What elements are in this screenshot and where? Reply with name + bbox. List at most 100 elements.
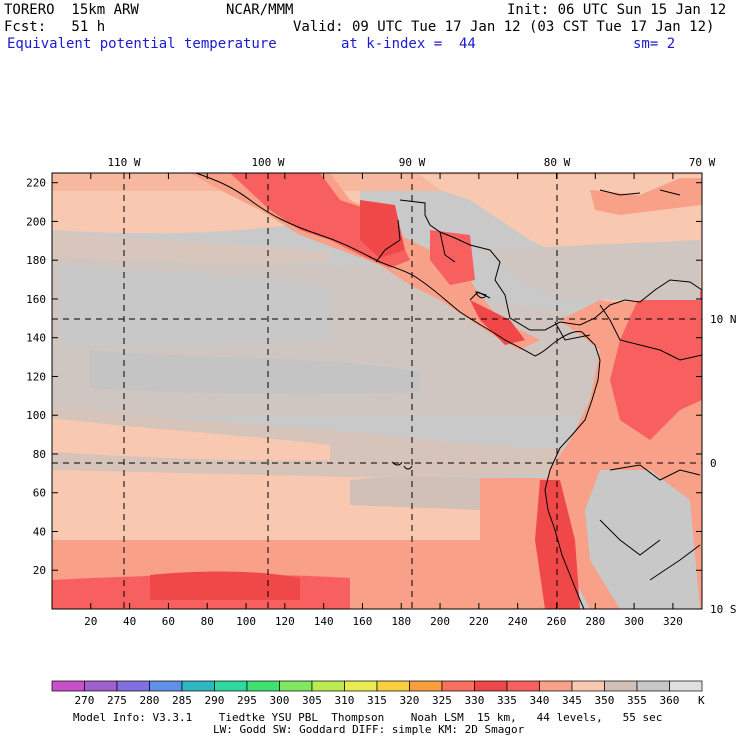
model-title: TORERO 15km ARW [4, 2, 139, 18]
colorbar-level-label: 305 [302, 694, 322, 707]
colorbar-level-label: 280 [139, 694, 160, 707]
lon-label: 90 W [399, 156, 426, 169]
colorbar-swatch [604, 680, 638, 692]
x-tick-label: 140 [314, 615, 334, 628]
colorbar-level-label: 345 [562, 694, 582, 707]
model-info: Model Info: V3.3.1 Tiedtke YSU PBL Thomp… [73, 711, 663, 724]
colorbar-swatch [279, 680, 313, 692]
colorbar-level-label: 315 [367, 694, 387, 707]
caribbean-coast-line [399, 199, 703, 331]
x-tick-label: 260 [547, 615, 567, 628]
lake-nicaragua [475, 291, 487, 299]
land-hot-spot [360, 200, 405, 258]
colorbar-level-label: 325 [432, 694, 452, 707]
x-tick-label: 80 [201, 615, 214, 628]
colorbar-swatch [441, 680, 475, 692]
x-tick-label: 20 [84, 615, 97, 628]
colorbar-swatch [344, 680, 378, 692]
lon-label: 70 W [689, 156, 716, 169]
land-warm-venezuela [610, 280, 702, 440]
land-cool-andes [585, 470, 700, 609]
y-tick-label: 160 [26, 293, 46, 306]
y-tick-label: 220 [26, 177, 46, 190]
colorbar-swatch [51, 680, 85, 692]
colorbar-level-label: 310 [334, 694, 355, 707]
colorbar-level-label: 330 [464, 694, 485, 707]
land-peru-coast [535, 480, 580, 609]
colorbar-swatch [474, 680, 508, 692]
y-tick-label: 140 [26, 332, 46, 345]
latlon-grid [52, 173, 702, 609]
plot-frame [51, 172, 703, 610]
y-tick-label: 200 [26, 215, 46, 228]
colorbar-swatch [506, 680, 540, 692]
colorbar-swatch [539, 680, 573, 692]
colorbar-level-label: 300 [269, 694, 290, 707]
forecast-hour: Fcst: 51 h [4, 19, 106, 35]
colorbar-swatch [311, 680, 345, 692]
org-label: NCAR/MMM [226, 2, 294, 18]
colorbar [51, 680, 703, 692]
y-tick-label: 80 [33, 448, 46, 461]
land-costa-rica [470, 300, 525, 345]
colorbar-level-label: 335 [497, 694, 517, 707]
coastlines [195, 172, 703, 610]
colorbar-level-label: 290 [204, 694, 225, 707]
colorbar-swatch [149, 680, 183, 692]
colorbar-swatch [409, 680, 443, 692]
colorbar-swatch [636, 680, 670, 692]
x-tick-label: 40 [123, 615, 136, 628]
x-tick-label: 180 [391, 615, 411, 628]
colorbar-level-label: 320 [399, 694, 420, 707]
band-gray-north [52, 232, 330, 264]
south-america-west-coast [544, 331, 601, 610]
y-tick-label: 40 [33, 525, 46, 538]
map-plot: 20 40 60 80 100 120 140 160 180 200 220 240 260 280 30… [26, 156, 737, 628]
level-label: at k-index = 44 [341, 36, 476, 52]
patch-gray-3 [350, 476, 480, 510]
y-tick-label: 180 [26, 254, 46, 267]
colorbar-level-label: 350 [594, 694, 615, 707]
patch-gray-2 [90, 350, 420, 394]
y-tick-label: 60 [33, 487, 46, 500]
patch-gray-1 [60, 265, 330, 348]
colorbar-level-label: 355 [627, 694, 647, 707]
country-borders-north [554, 304, 703, 361]
x-tick-label: 220 [469, 615, 489, 628]
band-red-core [150, 571, 300, 600]
band-light-1 [52, 418, 330, 461]
caribbean-islands [599, 189, 681, 196]
x-tick-label: 60 [162, 615, 175, 628]
colorbar-swatch [571, 680, 605, 692]
colorbar-level-label: 360 [659, 694, 680, 707]
colorbar-swatch [376, 680, 410, 692]
lon-label: 80 W [544, 156, 571, 169]
field-name: Equivalent potential temperature [7, 36, 277, 52]
colorbar-level-label: 285 [172, 694, 192, 707]
y-tick-label: 100 [26, 409, 46, 422]
x-tick-label: 120 [275, 615, 295, 628]
colorbar-swatch [246, 680, 280, 692]
colorbar-unit: K [698, 694, 705, 707]
x-tick-label: 320 [663, 615, 683, 628]
colorbar-swatch [116, 680, 150, 692]
axis-ticks [52, 173, 702, 609]
x-tick-label: 200 [430, 615, 450, 628]
band-gray-south [52, 405, 600, 477]
colorbar-level-label: 270 [74, 694, 95, 707]
colorbar-swatch [214, 680, 248, 692]
colorbar-level-label: 295 [237, 694, 257, 707]
colorbar-swatch [669, 680, 703, 692]
land-warm-2 [430, 230, 475, 285]
colorbar-swatch [181, 680, 215, 692]
caribbean-gray [480, 240, 700, 300]
physics-info: LW: Godd SW: Goddard DIFF: simple KM: 2D… [213, 723, 525, 736]
lon-label: 100 W [251, 156, 284, 169]
y-tick-label: 20 [33, 564, 46, 577]
lat-label: 0 [710, 457, 717, 470]
caribbean-warm [590, 178, 702, 215]
x-tick-label: 100 [236, 615, 256, 628]
x-tick-label: 240 [508, 615, 528, 628]
valid-time: Valid: 09 UTC Tue 17 Jan 12 (03 CST Tue … [293, 19, 715, 35]
lat-label: 10 N [710, 313, 737, 326]
